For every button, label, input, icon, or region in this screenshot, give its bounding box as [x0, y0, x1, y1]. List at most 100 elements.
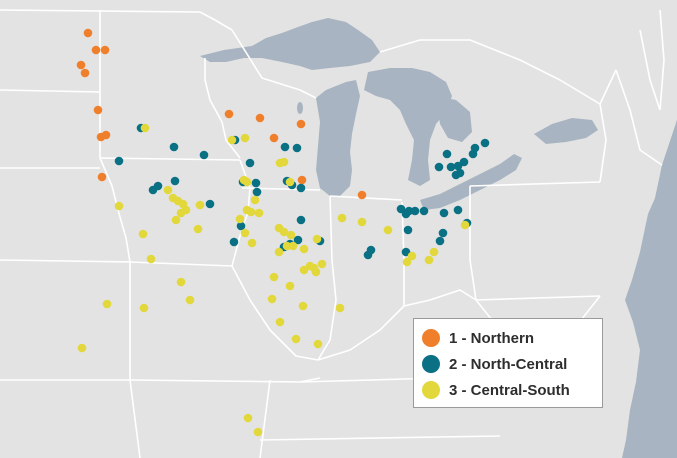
north-central-site: [363, 250, 373, 260]
north-central-site: [296, 215, 306, 225]
north-central-site: [419, 206, 429, 216]
central-south-site: [402, 257, 412, 267]
lake-ontario: [534, 118, 598, 144]
legend: 1 - Northern 2 - North-Central 3 - Centr…: [413, 318, 603, 408]
north-central-site: [442, 149, 452, 159]
north-central-site: [251, 178, 261, 188]
north-central-site: [280, 142, 290, 152]
central-south-site: [114, 201, 124, 211]
north-central-site: [410, 206, 420, 216]
northern-site: [269, 133, 279, 143]
central-south-site: [240, 133, 250, 143]
central-south-swatch: [422, 381, 440, 399]
legend-item-northern: 1 - Northern: [422, 325, 602, 351]
georgian-bay: [436, 96, 472, 142]
northern-swatch: [422, 329, 440, 347]
central-south-site: [176, 277, 186, 287]
north-central-site: [236, 221, 246, 231]
north-central-site: [468, 149, 478, 159]
legend-item-north-central: 2 - North-Central: [422, 351, 602, 377]
lake-michigan: [316, 80, 360, 196]
legend-label-northern: 1 - Northern: [449, 329, 535, 347]
central-south-site: [275, 317, 285, 327]
central-south-site: [243, 413, 253, 423]
central-south-site: [298, 301, 308, 311]
north-central-site: [293, 235, 303, 245]
lake-huron: [364, 68, 452, 186]
northern-site: [93, 105, 103, 115]
northern-site: [357, 190, 367, 200]
central-south-site: [227, 135, 237, 145]
central-south-site: [337, 213, 347, 223]
central-south-site: [242, 177, 252, 187]
north-central-site: [434, 162, 444, 172]
northern-site: [76, 60, 86, 70]
long-island-sound: [664, 120, 677, 180]
central-south-site: [193, 224, 203, 234]
central-south-site: [407, 251, 417, 261]
central-south-site: [317, 259, 327, 269]
central-south-site: [357, 217, 367, 227]
north-central-site: [446, 162, 456, 172]
northern-site: [101, 130, 111, 140]
central-south-site: [185, 295, 195, 305]
central-south-site: [279, 157, 289, 167]
north-central-site: [459, 157, 469, 167]
north-central-site: [170, 176, 180, 186]
northern-site: [100, 45, 110, 55]
central-south-site: [335, 303, 345, 313]
central-south-site: [429, 247, 439, 257]
north-central-site: [292, 143, 302, 153]
central-south-site: [288, 241, 298, 251]
central-south-site: [138, 229, 148, 239]
northern-site: [97, 172, 107, 182]
central-south-site: [77, 343, 87, 353]
northern-site: [83, 28, 93, 38]
central-south-site: [250, 195, 260, 205]
central-south-site: [139, 303, 149, 313]
central-south-site: [102, 299, 112, 309]
central-south-site: [282, 241, 292, 251]
central-south-site: [286, 230, 296, 240]
northern-site: [297, 175, 307, 185]
central-south-site: [383, 225, 393, 235]
central-south-site: [171, 215, 181, 225]
northern-site: [91, 45, 101, 55]
northern-site: [255, 113, 265, 123]
central-south-site: [195, 200, 205, 210]
central-south-site: [285, 281, 295, 291]
north-central-site: [404, 206, 414, 216]
north-central-site: [480, 138, 490, 148]
legend-label-north-central: 2 - North-Central: [449, 355, 568, 373]
north-central-site: [229, 237, 239, 247]
central-south-site: [247, 238, 257, 248]
central-south-site: [240, 228, 250, 238]
north-central-site: [403, 225, 413, 235]
north-central-site: [245, 158, 255, 168]
atlantic-ocean: [622, 120, 677, 458]
central-south-site: [285, 177, 295, 187]
north-central-site: [252, 187, 262, 197]
central-south-sites: [77, 123, 470, 437]
central-south-site: [269, 272, 279, 282]
central-south-site: [424, 255, 434, 265]
central-south-site: [313, 339, 323, 349]
central-south-site: [140, 123, 150, 133]
north-central-site: [205, 199, 215, 209]
north-central-sites: [114, 123, 490, 260]
north-central-swatch: [422, 355, 440, 373]
central-south-site: [274, 247, 284, 257]
north-central-site: [455, 168, 465, 178]
northern-sites: [76, 28, 367, 200]
north-central-site: [199, 150, 209, 160]
central-south-site: [146, 254, 156, 264]
lake-superior: [200, 18, 380, 70]
central-south-site: [163, 185, 173, 195]
central-south-site: [312, 234, 322, 244]
central-south-site: [253, 427, 263, 437]
northern-site: [296, 119, 306, 129]
north-central-site: [296, 183, 306, 193]
north-central-site: [153, 181, 163, 191]
